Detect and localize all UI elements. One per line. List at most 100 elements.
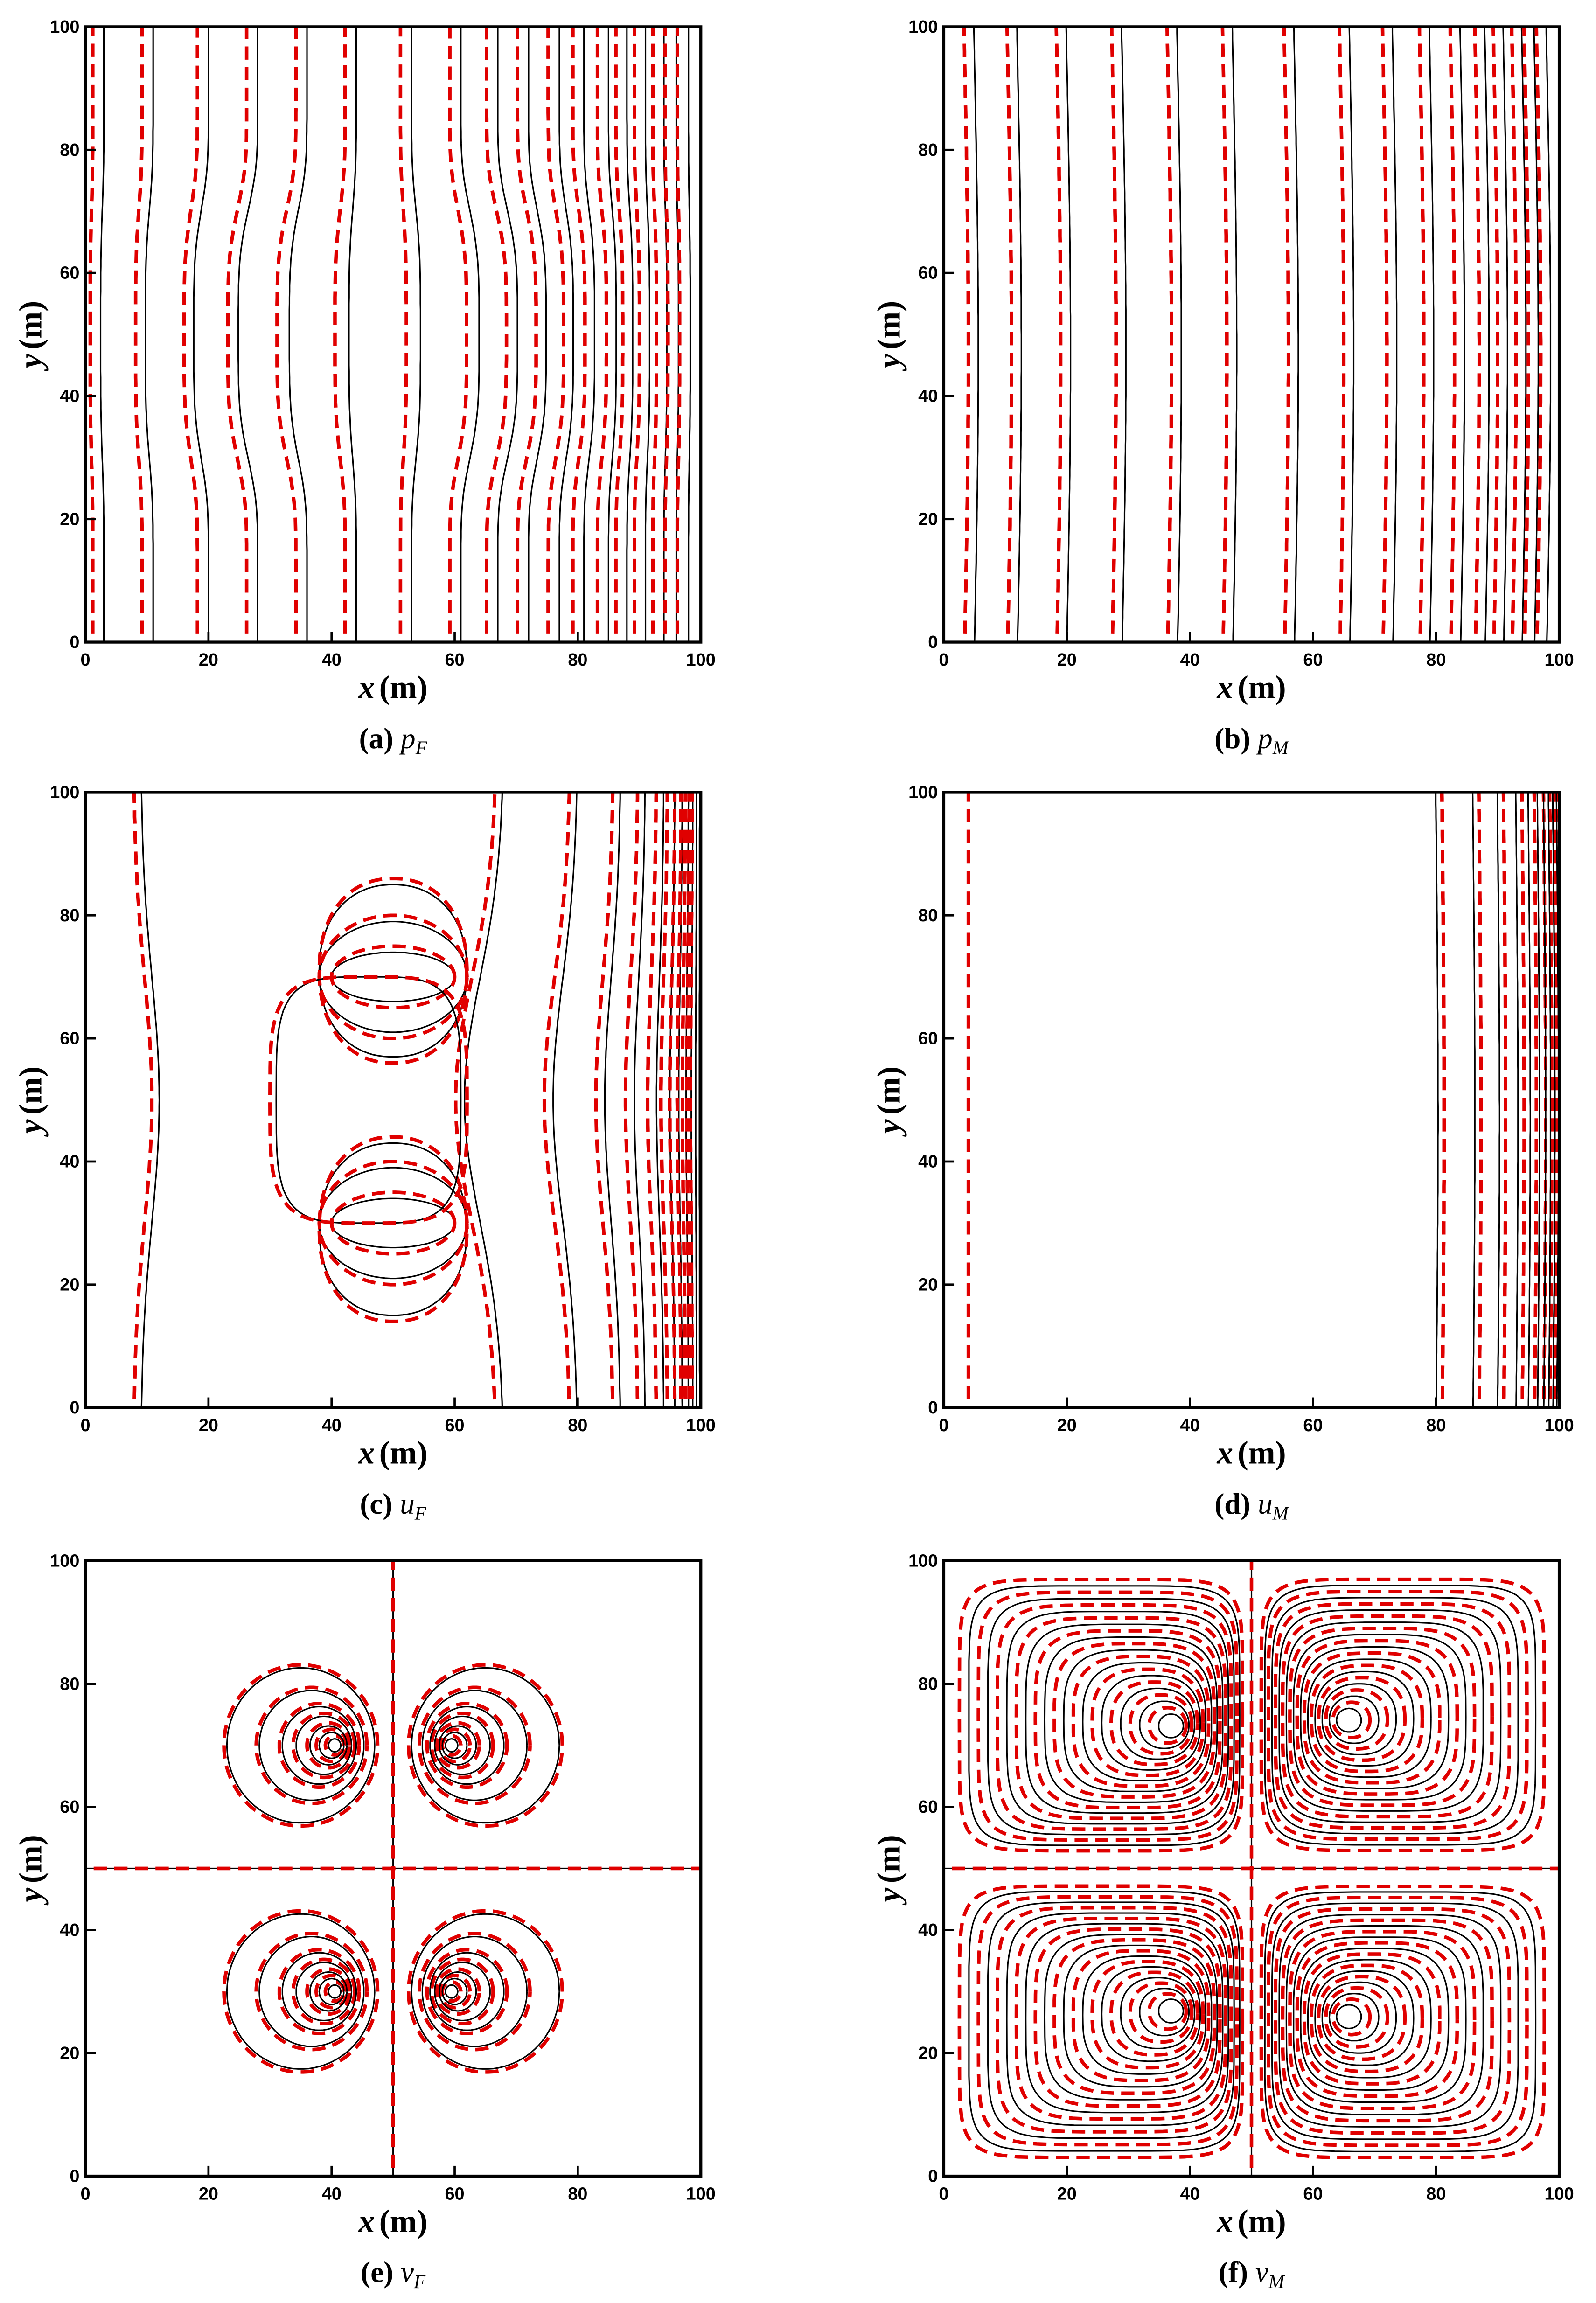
x-axis-label: x (m) (1216, 669, 1286, 705)
contour-line (1044, 1934, 1218, 2101)
contour-line (1264, 1584, 1537, 1846)
contour-line (275, 27, 298, 642)
contour-line (1120, 1687, 1195, 1760)
y-tick-label: 100 (50, 17, 79, 37)
x-tick-label: 100 (1545, 1416, 1574, 1435)
contour-line (1321, 1981, 1397, 2054)
contour-line (633, 27, 641, 642)
contour-line (1496, 792, 1500, 1408)
contour-line (968, 1585, 1241, 1846)
contour-line (1278, 1913, 1502, 2128)
contour-line (254, 1685, 369, 1805)
x-tick-label: 60 (445, 1416, 464, 1435)
contour-line (676, 27, 682, 642)
contour-line (425, 1702, 509, 1789)
contour-line (1317, 1676, 1407, 1762)
contour-line (275, 976, 462, 1224)
contour-line (288, 27, 308, 642)
contour-line (1295, 1941, 1459, 2098)
contour-line (140, 792, 160, 1408)
contour-line (1303, 1651, 1442, 1785)
contour-line (1044, 1636, 1218, 1803)
y-tick-label: 100 (908, 1551, 938, 1571)
contour-line (1520, 27, 1527, 642)
y-tick-label: 0 (928, 2167, 938, 2186)
contour-line (328, 1984, 342, 1999)
contour-line (291, 1957, 357, 2025)
x-tick-label: 20 (1057, 650, 1077, 670)
contours (132, 792, 701, 1408)
contour-line (688, 27, 691, 642)
x-tick-label: 60 (1303, 2185, 1323, 2204)
contour-line (88, 27, 95, 642)
x-tick-label: 40 (1180, 2185, 1200, 2204)
contour-line (1271, 1902, 1519, 2140)
caption-subscript: M (1272, 1502, 1290, 1524)
x-tick-label: 40 (322, 650, 342, 670)
contour-line (99, 27, 105, 642)
y-tick-label: 0 (70, 2167, 79, 2186)
contour-line (429, 1952, 505, 2031)
axis-unit: (m) (13, 1835, 49, 1883)
caption-subscript: F (414, 1502, 427, 1524)
contour-line (546, 27, 565, 642)
contour-line (1121, 27, 1127, 642)
axis-symbol: y (871, 1119, 907, 1137)
contour-line (434, 1721, 481, 1770)
contour-line (268, 975, 469, 1225)
x-tick-label: 20 (199, 2185, 218, 2204)
caption-subscript: M (1268, 2271, 1286, 2292)
plot-frame (84, 791, 703, 1409)
contour-line (291, 1712, 357, 1780)
x-axis-label: x (m) (358, 1435, 428, 1471)
contour-line (445, 1984, 459, 1999)
axis-unit: (m) (871, 1066, 907, 1115)
contour-line (1033, 1927, 1222, 2108)
x-tick-label: 0 (939, 1416, 948, 1435)
contour-line (226, 27, 249, 642)
y-tick-label: 40 (918, 1920, 938, 1940)
contour-line (1520, 792, 1526, 1408)
y-tick-label: 60 (60, 264, 79, 283)
contours (85, 1560, 701, 2177)
y-axis-label: y (m) (871, 1835, 907, 1905)
caption-symbol: u (1258, 1488, 1273, 1520)
x-tick-label: 80 (1426, 650, 1446, 670)
contour-line (1336, 2004, 1362, 2030)
y-tick-label: 0 (928, 633, 938, 652)
x-tick-label: 60 (445, 650, 464, 670)
contour-line (1285, 1925, 1484, 2115)
contour-line (323, 1734, 346, 1757)
contour-line (987, 1598, 1235, 1836)
contour-line (1052, 1642, 1216, 1799)
x-tick-label: 0 (81, 2185, 91, 2204)
contour-line (528, 27, 547, 642)
contour-line (281, 1706, 357, 1785)
contour-line (1288, 1627, 1477, 1807)
axis-symbol: x (358, 1435, 375, 1471)
caption-subscript: F (415, 737, 428, 758)
contour-line (1139, 1988, 1190, 2037)
contour-line (222, 1663, 380, 1828)
contour-line (1300, 1948, 1450, 2091)
contour-line (295, 1962, 353, 2022)
x-tick-label: 100 (686, 1416, 716, 1435)
contour-line (614, 27, 625, 642)
axis-unit: (m) (379, 669, 428, 705)
contour-line (1348, 27, 1355, 642)
contour-line (1271, 1597, 1519, 1835)
contour-line (1303, 1952, 1442, 2086)
contour-line (323, 1980, 346, 2003)
contours (943, 1560, 1560, 2177)
contour-line (434, 1715, 491, 1775)
plot-frame (942, 791, 1561, 1409)
x-axis-label: x (m) (1216, 2204, 1286, 2240)
axis-unit: (m) (379, 1435, 428, 1471)
axis-symbol: x (1216, 2204, 1233, 2240)
contour-line (659, 792, 669, 1408)
x-tick-label: 0 (939, 650, 948, 670)
contour-line (1522, 27, 1530, 642)
contour-line (542, 792, 571, 1408)
